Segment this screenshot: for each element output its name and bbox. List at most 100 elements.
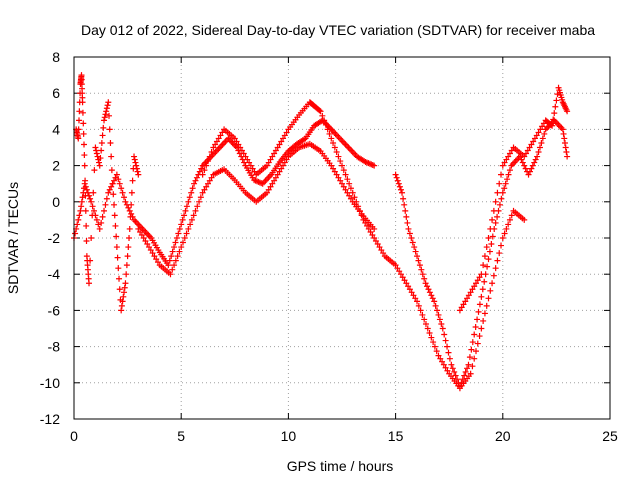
data-point xyxy=(165,262,172,269)
data-point xyxy=(103,105,110,112)
tick-labels: 0 5 10 15 20 25 -12 -10 -8 -6 -4 -2 0 2 4 6 8 xyxy=(40,49,618,444)
data-point xyxy=(84,189,91,196)
data-point xyxy=(81,162,88,169)
data-point xyxy=(72,230,79,237)
data-point xyxy=(451,368,458,375)
data-point xyxy=(537,126,544,133)
data-point xyxy=(424,325,431,332)
data-point xyxy=(349,189,356,196)
data-point xyxy=(171,262,178,269)
data-point xyxy=(399,189,406,196)
data-point xyxy=(247,162,254,169)
data-point xyxy=(528,165,535,172)
data-points xyxy=(71,72,571,392)
data-point xyxy=(535,149,542,156)
y-tick-label: -10 xyxy=(40,375,60,391)
data-point xyxy=(449,365,456,372)
data-point xyxy=(122,198,129,205)
data-point xyxy=(411,244,418,251)
data-point xyxy=(93,147,100,154)
data-point xyxy=(147,247,154,254)
data-point xyxy=(367,228,374,235)
data-point xyxy=(472,323,479,330)
data-point xyxy=(564,153,571,160)
data-point xyxy=(113,233,120,240)
data-point xyxy=(111,212,118,219)
x-tick-label: 20 xyxy=(495,428,511,444)
data-point xyxy=(131,156,138,163)
data-point xyxy=(464,295,471,302)
data-point xyxy=(459,376,466,383)
data-point xyxy=(90,189,97,196)
data-point xyxy=(409,239,416,246)
data-point xyxy=(326,130,333,137)
data-point xyxy=(417,307,424,314)
data-point xyxy=(91,207,98,214)
data-point xyxy=(183,203,190,210)
data-point xyxy=(422,320,429,327)
data-point xyxy=(331,168,338,175)
data-point xyxy=(442,364,449,371)
data-point xyxy=(344,176,351,183)
data-point xyxy=(439,325,446,332)
data-point xyxy=(79,109,86,116)
data-point xyxy=(337,177,344,184)
data-point xyxy=(521,216,528,223)
data-point xyxy=(408,235,415,241)
data-point xyxy=(189,185,196,192)
data-point xyxy=(86,280,93,287)
data-point xyxy=(435,352,442,359)
data-point xyxy=(146,244,153,251)
x-tick-label: 0 xyxy=(70,428,78,444)
data-point xyxy=(480,262,487,269)
data-point xyxy=(105,189,112,196)
data-point xyxy=(466,354,473,361)
data-point xyxy=(135,171,142,178)
data-point xyxy=(454,376,461,383)
data-point xyxy=(120,293,127,300)
data-point xyxy=(242,153,249,160)
data-point xyxy=(374,241,381,248)
data-point xyxy=(436,316,443,323)
data-point xyxy=(340,183,347,190)
data-point xyxy=(400,195,407,202)
x-axis-label: GPS time / hours xyxy=(287,458,394,474)
data-point xyxy=(499,162,506,169)
data-point xyxy=(501,185,508,192)
data-point xyxy=(410,292,417,299)
data-point xyxy=(192,177,199,184)
data-point xyxy=(445,349,452,356)
data-point xyxy=(331,144,338,151)
data-point xyxy=(100,124,107,131)
y-tick-label: 2 xyxy=(52,158,60,174)
data-point xyxy=(98,219,105,226)
data-point xyxy=(526,144,533,151)
data-point xyxy=(489,233,496,240)
data-point xyxy=(498,195,505,202)
data-point xyxy=(246,159,253,166)
data-point xyxy=(76,108,83,115)
data-point xyxy=(480,317,487,324)
data-point xyxy=(355,203,362,210)
data-point xyxy=(88,235,95,241)
data-point xyxy=(235,141,242,148)
data-point xyxy=(534,153,541,160)
data-point xyxy=(333,171,340,178)
data-point xyxy=(249,165,256,172)
data-point xyxy=(444,343,451,350)
data-point xyxy=(75,216,82,223)
data-point xyxy=(271,177,278,184)
data-point xyxy=(181,235,188,241)
data-point xyxy=(173,235,180,241)
data-point xyxy=(108,153,115,160)
data-point xyxy=(521,162,528,169)
data-point xyxy=(508,147,515,154)
data-point xyxy=(123,262,130,269)
data-point xyxy=(499,189,506,196)
data-point xyxy=(468,346,475,353)
data-point xyxy=(99,213,106,220)
data-point xyxy=(403,213,410,220)
data-point xyxy=(111,201,118,208)
data-point xyxy=(475,308,482,315)
data-point xyxy=(501,230,508,237)
